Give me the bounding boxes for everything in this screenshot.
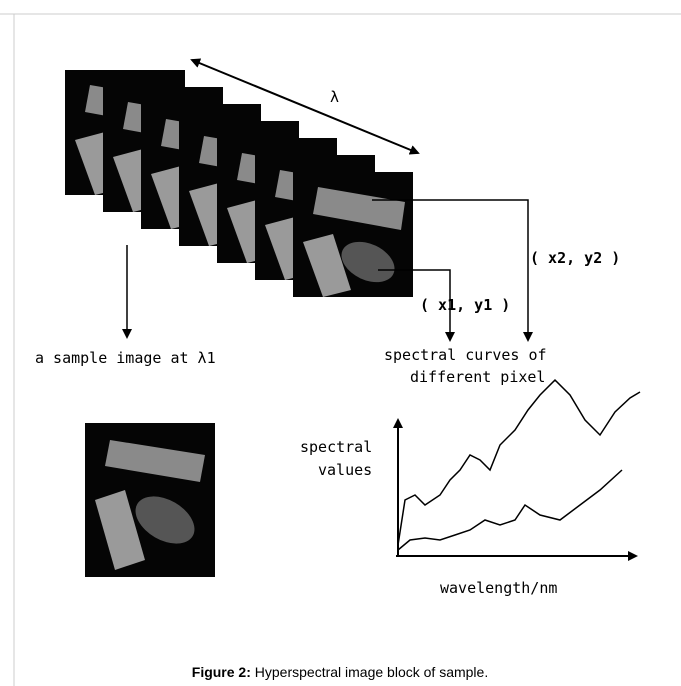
y-axis-label: spectral — [300, 438, 372, 456]
lambda-label: λ — [330, 88, 339, 106]
spectral-curve — [397, 469, 623, 551]
y-axis-label: values — [318, 461, 372, 479]
caption-label: Figure 2: — [192, 664, 251, 680]
curves-label: different pixel — [410, 368, 545, 386]
caption-text: Hyperspectral image block of sample. — [255, 664, 488, 680]
sample-label: a sample image at λ1 — [35, 349, 216, 367]
lambda-arrow — [190, 58, 420, 155]
caption: Figure 2: Hyperspectral image block of s… — [192, 664, 488, 680]
sample-image — [85, 423, 215, 577]
x-axis-label: wavelength/nm — [440, 579, 557, 597]
pixel-2-label: ( x2, y2 ) — [530, 249, 620, 267]
spectral-curve — [397, 378, 641, 546]
pixel-2-arrow — [372, 199, 533, 342]
image-stack — [65, 70, 413, 297]
pixel-1-arrow — [378, 269, 455, 342]
pixel-1-label: ( x1, y1 ) — [420, 296, 510, 314]
curves-label: spectral curves of — [384, 346, 547, 364]
